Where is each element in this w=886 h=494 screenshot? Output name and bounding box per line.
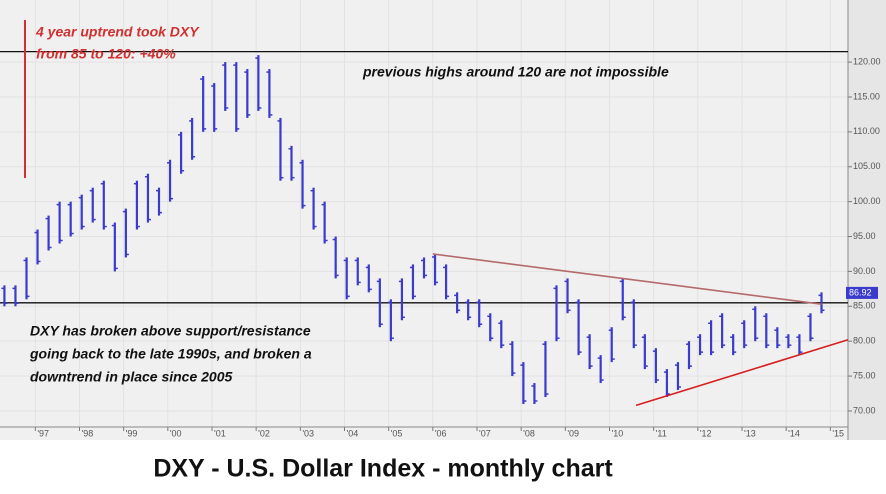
x-tick-label: '14	[788, 428, 800, 438]
annotation: going back to the late 1990s, and broken…	[29, 346, 312, 362]
x-tick-label: '99	[126, 428, 138, 438]
x-tick-label: '07	[479, 428, 491, 438]
chart-title: DXY - U.S. Dollar Index - monthly chart	[153, 455, 613, 483]
plot-layer: 70.00 75.00 80.00 85.00 90.00 95.00 100.00 105.…	[0, 0, 881, 440]
y-tick-label: 95.00	[853, 231, 876, 241]
annotation: downtrend in place since 2005	[30, 369, 233, 385]
x-tick-label: '15	[832, 428, 844, 438]
y-tick-label: 110.00	[853, 126, 880, 136]
x-tick-label: '10	[612, 428, 624, 438]
y-tick-label: 80.00	[853, 336, 876, 346]
x-tick-label: '00	[170, 428, 182, 438]
trendline	[432, 253, 822, 305]
annotation: 4 year uptrend took DXY	[35, 24, 200, 40]
y-tick-label: 115.00	[853, 91, 880, 101]
axis-background	[848, 0, 886, 440]
y-tick-label: 75.00	[853, 370, 876, 380]
x-tick-label: '08	[523, 428, 535, 438]
x-tick-label: '98	[82, 428, 94, 438]
annotation: from 85 to 120: +40%	[36, 46, 176, 62]
x-tick-label: '05	[391, 428, 403, 438]
y-tick-label: 85.00	[853, 301, 876, 311]
plot-background	[0, 0, 848, 440]
trendline	[635, 339, 849, 407]
x-tick-label: '12	[700, 428, 712, 438]
x-tick-label: '09	[567, 428, 579, 438]
x-tick-label: '97	[37, 428, 49, 438]
last-price-box	[846, 286, 878, 299]
annotation: previous highs around 120 are not imposs…	[362, 64, 669, 80]
annotation: DXY has broken above support/resistance	[30, 323, 311, 339]
x-tick-label: '11	[656, 428, 667, 438]
x-tick-label: '13	[744, 428, 756, 438]
last-price-label: 86.92	[849, 287, 872, 297]
x-tick-label: '02	[258, 428, 270, 438]
y-tick-label: 70.00	[853, 405, 876, 415]
y-tick-label: 100.00	[853, 196, 881, 206]
x-tick-label: '03	[302, 428, 314, 438]
x-tick-label: '04	[347, 428, 359, 438]
y-tick-label: 105.00	[853, 161, 881, 171]
x-tick-label: '06	[435, 428, 447, 438]
y-tick-label: 90.00	[853, 266, 876, 276]
y-tick-label: 120.00	[853, 56, 881, 66]
x-tick-label: '01	[214, 428, 226, 438]
